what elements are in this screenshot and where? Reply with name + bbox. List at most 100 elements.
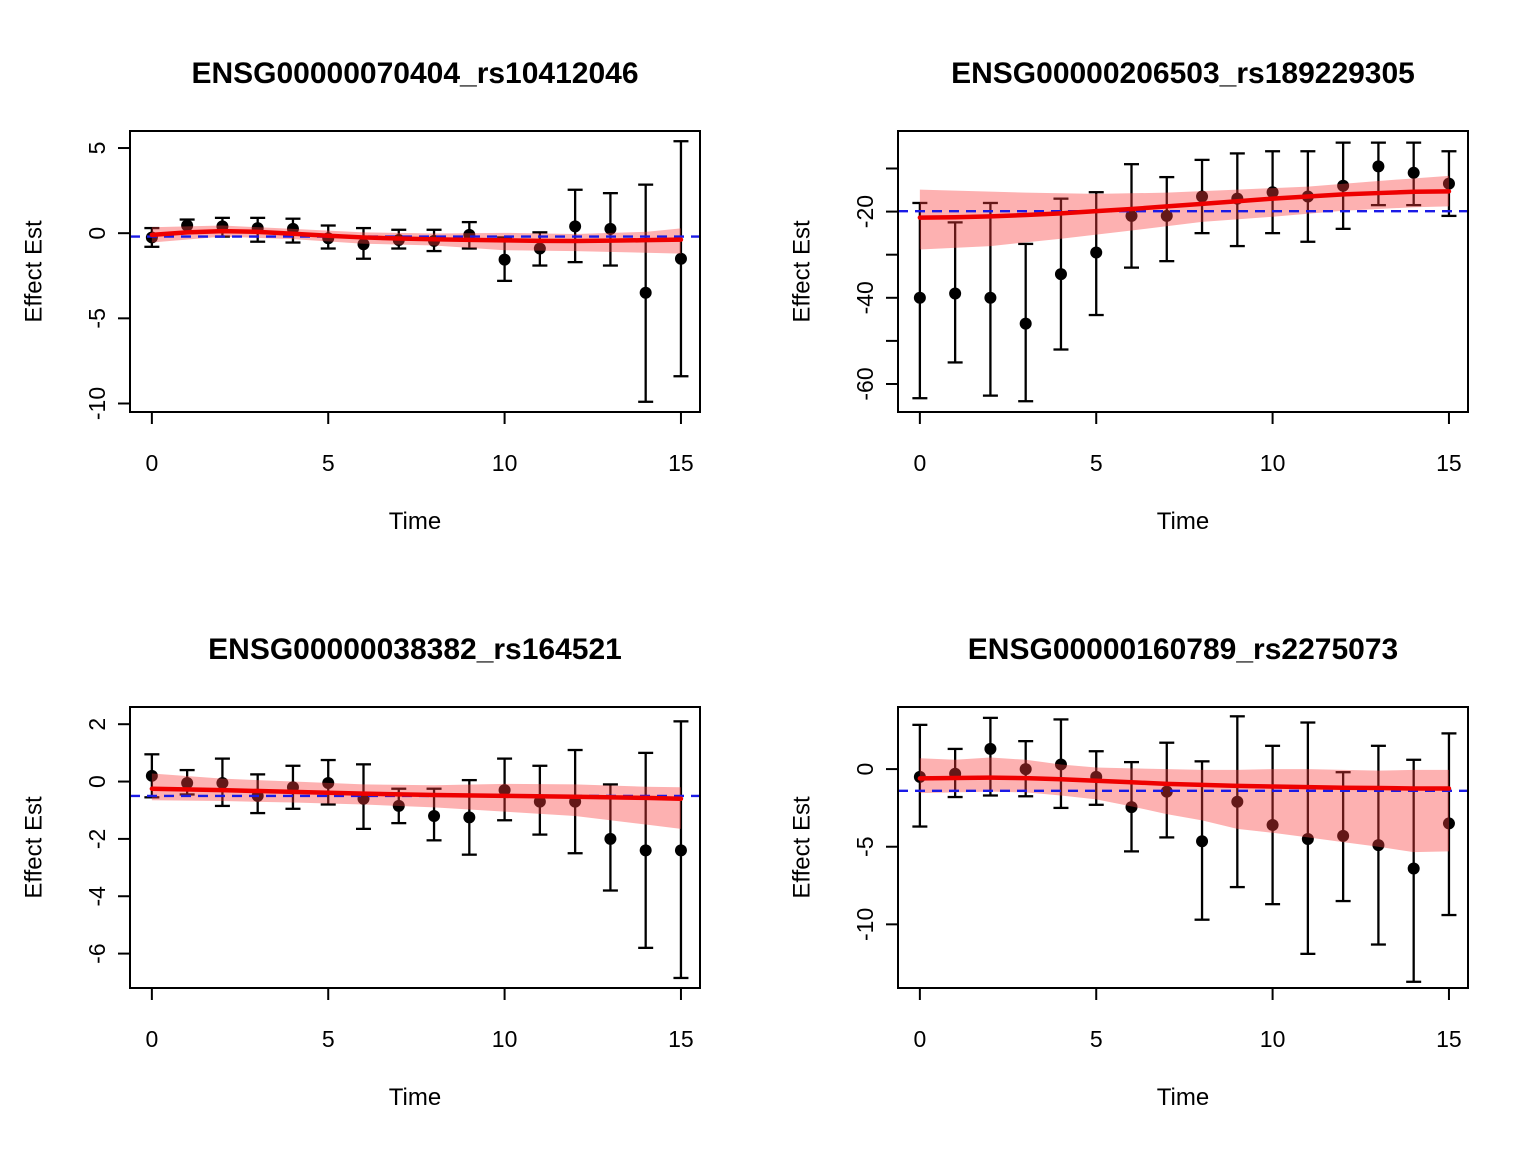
data-point [1301,832,1314,845]
x-tick-label: 5 [322,1026,335,1052]
data-point [569,220,582,233]
data-point [1372,839,1385,852]
data-point [639,844,652,857]
x-tick-label: 10 [1260,1026,1286,1052]
y-tick-label: -10 [852,908,878,941]
data-point [1125,209,1138,222]
panel-title: ENSG00000160789_rs2275073 [968,633,1398,666]
data-point [428,809,441,822]
data-point [322,776,335,789]
data-point [1160,785,1173,798]
panel-bottom-right: 0 5 10 15 0 -5 -10 ENSG00000160789_rs2275073 Tim… [768,576,1536,1152]
y-tick-label: -4 [84,886,110,907]
confidence-band [151,773,681,829]
data-point [1196,835,1209,848]
x-tick-label: 0 [913,450,926,476]
data-point [1160,209,1173,222]
data-point [674,252,687,265]
data-point [1196,190,1209,203]
data-point [674,844,687,857]
error-bars [144,720,689,980]
plot-frame [897,130,1469,413]
data-point [604,222,617,235]
data-point [1407,862,1420,875]
chart-svg: 0 5 10 15 0 -5 -10 ENSG00000160789_rs2275073 Tim… [789,633,1469,1111]
y-tick-label: -2 [84,829,110,849]
data-point [639,286,652,299]
y-tick-label: 0 [84,227,110,240]
data-point [1125,801,1138,814]
y-axis-label: Effect Est [21,220,48,323]
data-point [463,811,476,824]
y-axis: 0 -5 -10 [852,763,898,941]
y-axis-label: Effect Est [789,796,816,899]
data-point [984,742,997,755]
data-point [1054,268,1067,281]
data-point [181,776,194,789]
y-tick-label: 2 [84,718,110,731]
data-point [392,799,405,812]
data-point [533,242,546,255]
trend-line [149,228,684,244]
data-point [1090,246,1103,259]
y-axis: 5 0 -5 -10 [84,142,130,420]
y-tick-label: -40 [852,281,878,314]
x-tick-label: 5 [1090,1026,1103,1052]
trend-line [917,775,1452,791]
y-tick-label: 0 [84,775,110,788]
x-tick-label: 0 [145,450,158,476]
panel-title: ENSG00000070404_rs10412046 [191,57,638,90]
y-tick-label: -5 [852,836,878,856]
plot-frame [129,130,701,413]
x-tick-label: 0 [913,1026,926,1052]
data-points [913,742,1455,875]
data-point [949,287,962,300]
x-tick-label: 15 [1436,1026,1462,1052]
chart-svg: 0 5 10 15 -20 -40 -60 ENSG00000206503_rs1892293… [789,57,1469,535]
x-tick-label: 15 [668,450,694,476]
confidence-band [919,175,1449,250]
x-axis: 0 5 10 15 [913,412,1462,476]
trend-line [149,786,684,802]
data-point [1054,758,1067,771]
y-tick-label: -10 [84,387,110,420]
y-tick-label: 5 [84,142,110,155]
data-point [1442,177,1455,190]
x-axis-label: Time [1157,1084,1209,1111]
x-tick-label: 15 [1436,450,1462,476]
x-axis: 0 5 10 15 [913,988,1462,1052]
data-point [1019,763,1032,776]
data-point [1266,818,1279,831]
data-point [145,769,158,782]
y-tick-label: 0 [852,763,878,776]
data-point [913,291,926,304]
x-tick-label: 0 [145,1026,158,1052]
data-point [181,219,194,232]
data-point [1337,829,1350,842]
data-point [984,291,997,304]
x-axis-label: Time [389,1084,441,1111]
y-axis: 2 0 -2 -4 -6 [84,718,130,964]
y-tick-label: -5 [84,308,110,328]
data-point [1337,179,1350,192]
y-axis-label: Effect Est [21,796,48,899]
y-axis-label: Effect Est [789,220,816,323]
data-point [498,784,511,797]
panel-bottom-left: 0 5 10 15 2 0 -2 -4 -6 ENSG00000038382_rs164521 Ti… [0,576,768,1152]
x-axis: 0 5 10 15 [145,412,694,476]
x-tick-label: 10 [492,1026,518,1052]
data-points [913,160,1455,330]
panel-top-left: 0 5 10 15 5 0 -5 -10 ENSG00000070404_rs10412046 T… [0,0,768,576]
data-point [1442,817,1455,830]
data-point [1372,160,1385,173]
x-tick-label: 10 [1260,450,1286,476]
data-point [216,776,229,789]
data-point [533,795,546,808]
data-point [1231,795,1244,808]
data-point [1266,186,1279,199]
chart-svg: 0 5 10 15 5 0 -5 -10 ENSG00000070404_rs10412046 T… [21,57,701,535]
x-tick-label: 15 [668,1026,694,1052]
confidence-band [919,757,1449,853]
